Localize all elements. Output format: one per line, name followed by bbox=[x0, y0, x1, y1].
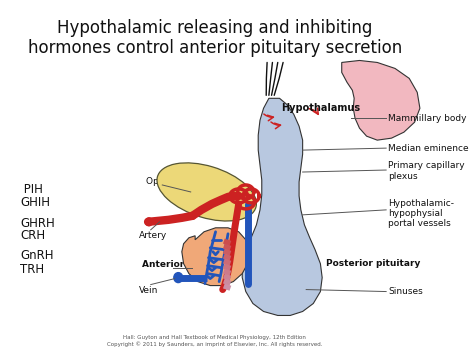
Text: plexus: plexus bbox=[388, 171, 418, 180]
Text: TRH: TRH bbox=[20, 263, 44, 276]
Text: Sinuses: Sinuses bbox=[388, 287, 423, 296]
Polygon shape bbox=[182, 228, 249, 285]
Text: Hypothalamus: Hypothalamus bbox=[281, 103, 360, 113]
Circle shape bbox=[146, 218, 153, 226]
Polygon shape bbox=[342, 60, 420, 140]
Circle shape bbox=[174, 273, 182, 283]
Text: Mammillary body: Mammillary body bbox=[388, 114, 466, 123]
Text: hormones control anterior pituitary secretion: hormones control anterior pituitary secr… bbox=[27, 39, 402, 56]
Text: Primary capillary: Primary capillary bbox=[388, 160, 465, 170]
Text: Hall: Guyton and Hall Textbook of Medical Physiology, 12th Edition
Copyright © 2: Hall: Guyton and Hall Textbook of Medica… bbox=[107, 335, 322, 347]
Text: GnRH: GnRH bbox=[20, 249, 54, 262]
Text: portal vessels: portal vessels bbox=[388, 219, 451, 228]
Text: GHIH: GHIH bbox=[20, 196, 50, 209]
Text: GHRH: GHRH bbox=[20, 217, 55, 230]
Text: Artery: Artery bbox=[139, 231, 167, 240]
Text: Hypothalamic-: Hypothalamic- bbox=[388, 200, 454, 208]
Text: hypophysial: hypophysial bbox=[388, 209, 443, 218]
Text: Hypothalamic releasing and inhibiting: Hypothalamic releasing and inhibiting bbox=[57, 18, 373, 37]
Text: Optic chiasm: Optic chiasm bbox=[146, 178, 205, 186]
Text: CRH: CRH bbox=[20, 229, 45, 242]
Ellipse shape bbox=[157, 163, 256, 221]
Text: PIH: PIH bbox=[20, 184, 43, 196]
Text: Posterior pituitary: Posterior pituitary bbox=[326, 259, 420, 268]
Text: Median eminence: Median eminence bbox=[388, 144, 468, 153]
Text: Vein: Vein bbox=[139, 286, 158, 295]
Text: Anterior pituitary: Anterior pituitary bbox=[142, 260, 232, 269]
Polygon shape bbox=[242, 98, 322, 316]
